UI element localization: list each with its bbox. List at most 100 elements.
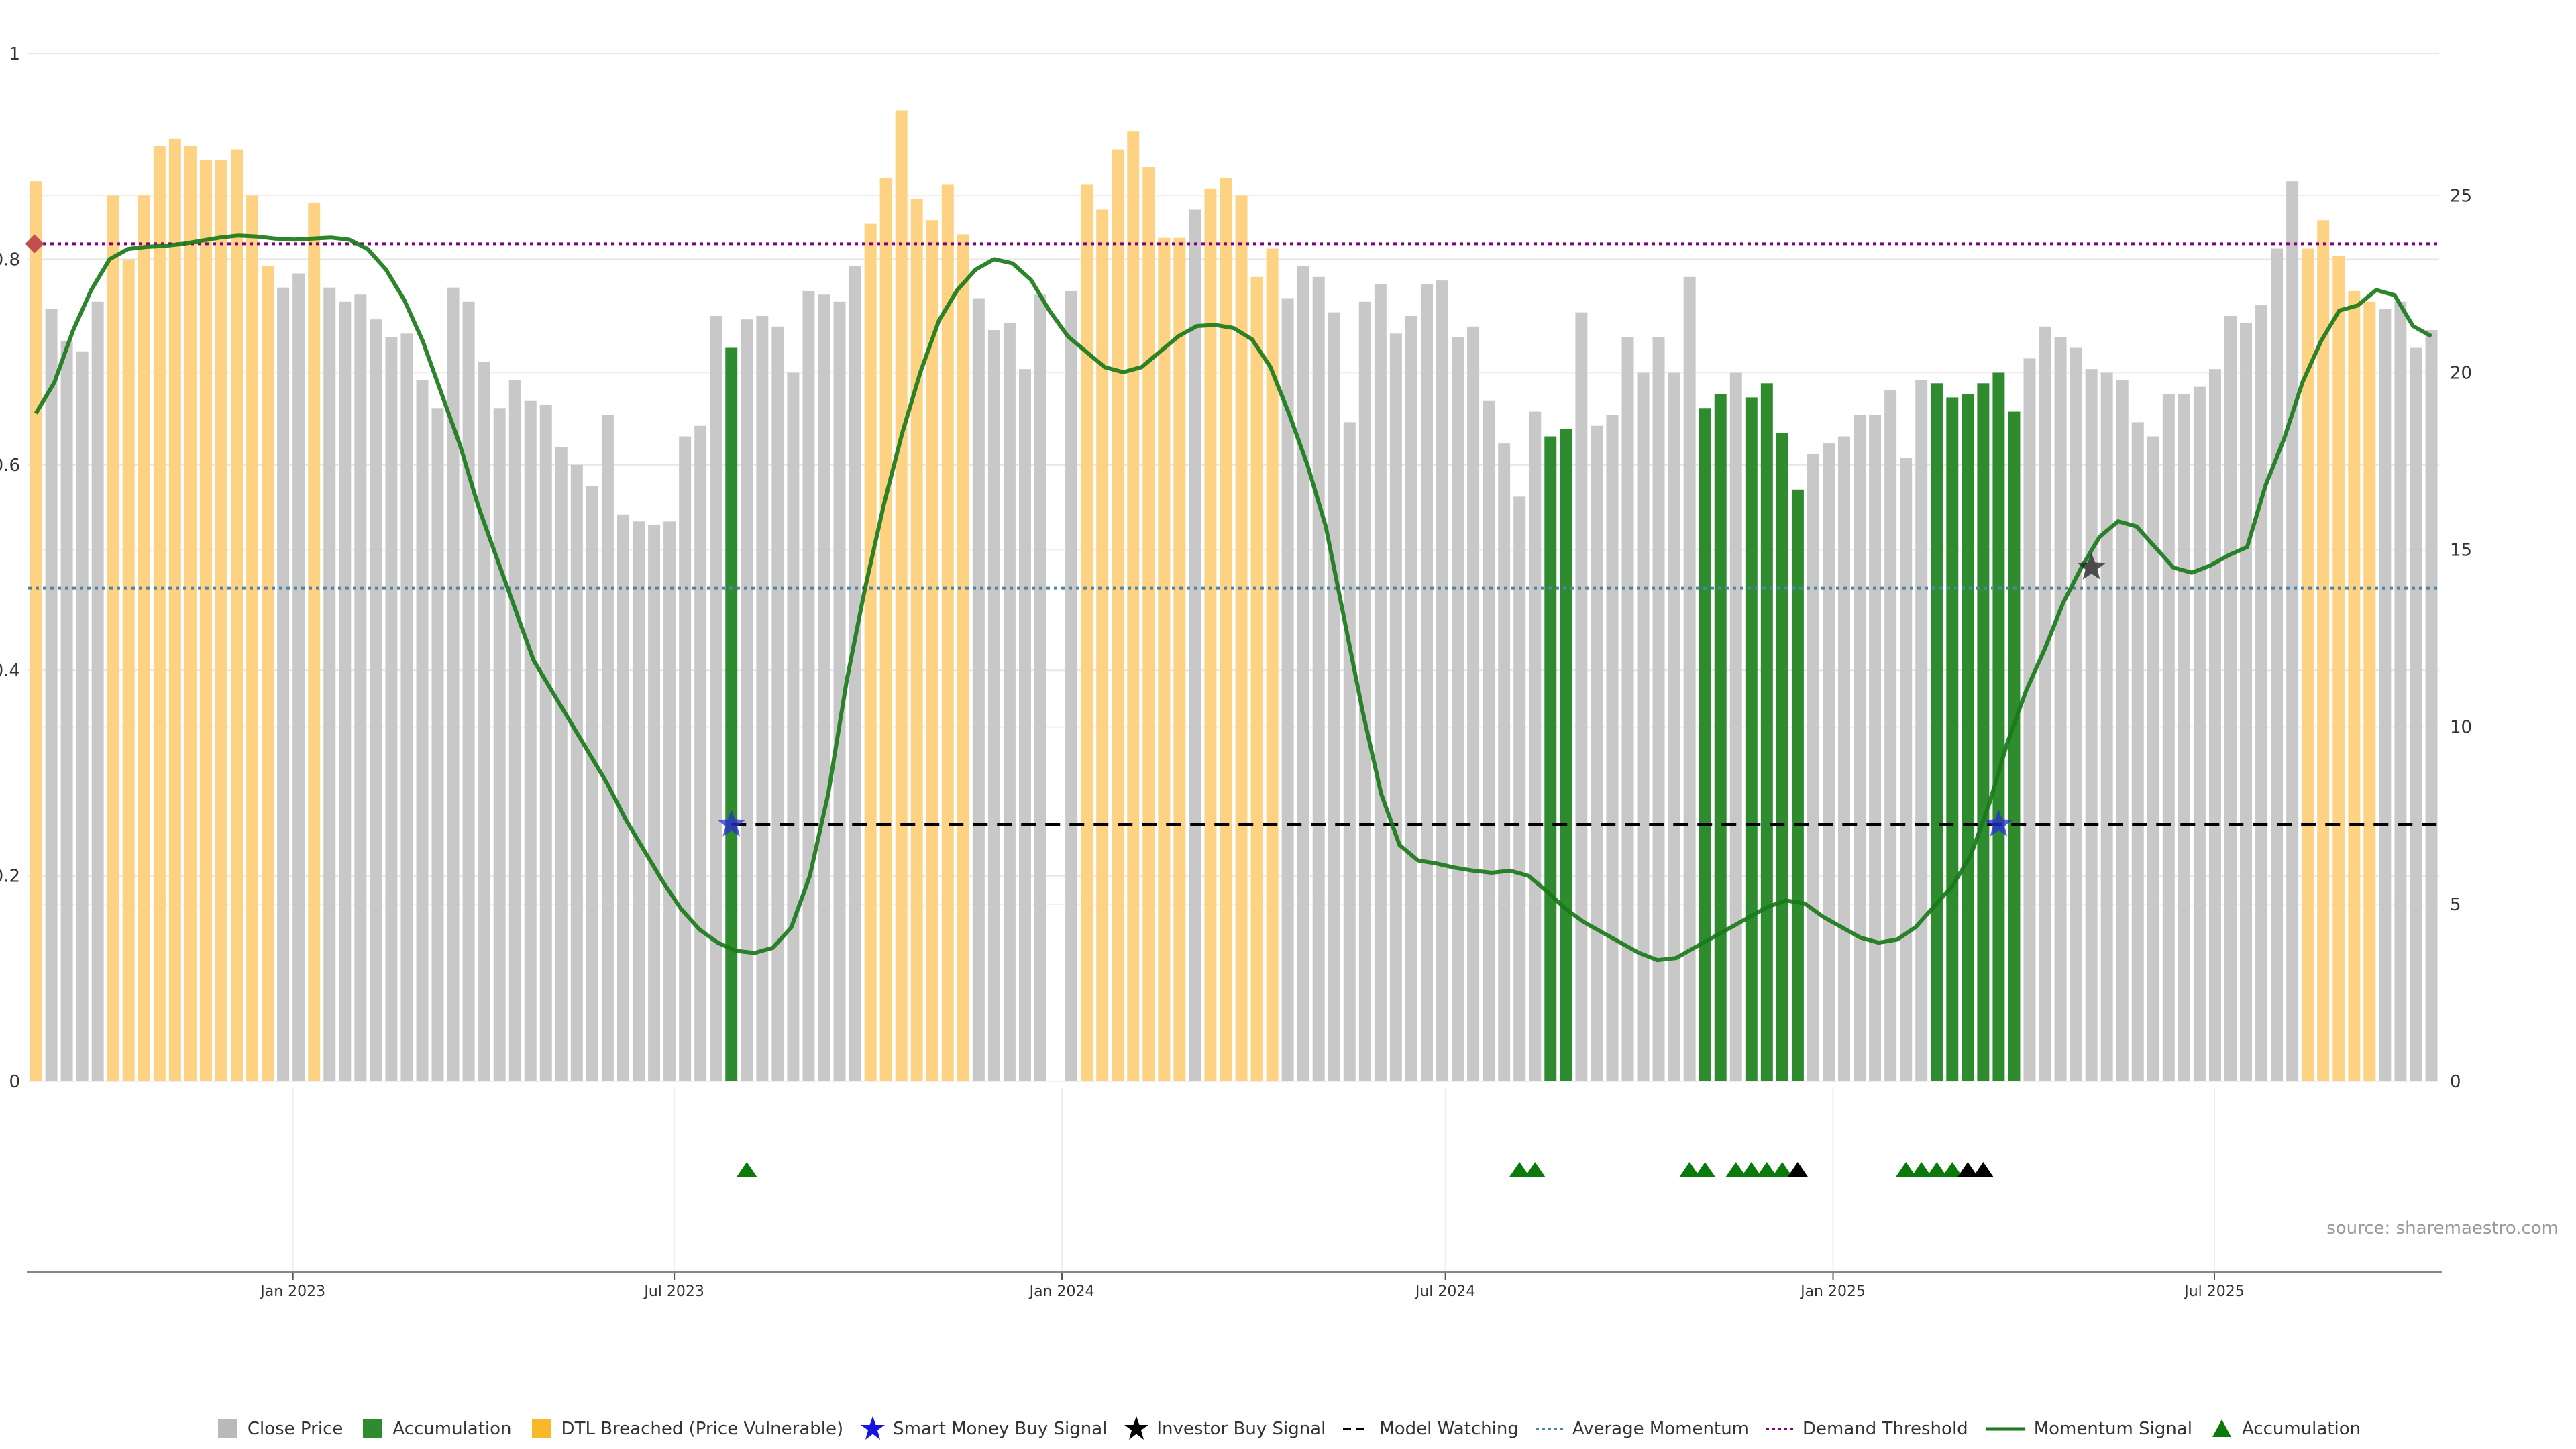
close-price-bar (710, 315, 722, 1082)
legend-item-avg: Average Momentum (1536, 1415, 1749, 1442)
x-tick-label: Jul 2023 (643, 1283, 704, 1300)
legend-label: Model Watching (1379, 1419, 1519, 1439)
demand-threshold-diamond (25, 234, 44, 254)
legend-swatch-smart (861, 1416, 885, 1440)
close-price-bar (833, 301, 846, 1081)
dtl-breached-bar (138, 195, 150, 1082)
accumulation-triangle (1911, 1162, 1932, 1177)
close-price-bar (663, 521, 676, 1081)
close-price-bar (2394, 301, 2407, 1081)
dtl-breached-bar (1250, 276, 1263, 1082)
dtl-breached-bar (2332, 256, 2345, 1082)
y-right-tick-label: 5 (2450, 895, 2461, 915)
legend-swatch-close (217, 1419, 237, 1438)
investor-triangle (1957, 1162, 1978, 1177)
dtl-breached-bar (941, 184, 954, 1082)
close-price-bar (292, 273, 305, 1082)
legend-swatch-investor (1124, 1416, 1149, 1440)
close-price-bar (1869, 415, 1882, 1081)
close-price-bar (1452, 337, 1464, 1081)
source-note: source: sharemaestro.com (2326, 1218, 2559, 1238)
x-tick-label: Jan 2023 (259, 1283, 325, 1300)
close-price-bar (339, 301, 352, 1081)
close-price-bar (1498, 443, 1511, 1081)
close-price-bar (524, 400, 537, 1081)
close-price-bar (1591, 425, 1603, 1081)
close-price-bar (2131, 422, 2144, 1081)
dtl-breached-bar (1096, 209, 1109, 1081)
accumulation-bar (1931, 383, 1943, 1081)
close-price-bar (478, 362, 490, 1081)
close-price-bar (1034, 294, 1047, 1082)
smart-money-buy-star (717, 810, 746, 837)
close-price-bar (45, 309, 58, 1081)
close-price-bar (1389, 333, 1402, 1082)
close-price-bar (2178, 394, 2190, 1082)
close-price-bar (76, 351, 89, 1081)
x-tick-label: Jan 2024 (1028, 1283, 1095, 1300)
accumulation-bar (1760, 383, 1773, 1081)
y-left-tick-label: 1 (9, 44, 20, 64)
dtl-breached-bar (30, 181, 42, 1081)
y-right-tick-label: 0 (2450, 1072, 2461, 1092)
dtl-breached-bar (2363, 301, 2376, 1081)
y-right-tick-label: 25 (2450, 186, 2472, 206)
close-price-bar (1915, 380, 1928, 1081)
close-price-bar (1003, 323, 1016, 1082)
close-price-bar (2286, 181, 2299, 1081)
close-price-bar (2147, 436, 2159, 1081)
accumulation-bar (1745, 397, 1758, 1081)
legend-label: Smart Money Buy Signal (893, 1419, 1108, 1439)
dtl-breached-bar (122, 259, 135, 1081)
smart-money-buy-star (1984, 810, 2013, 837)
x-tick-label: Jul 2024 (1414, 1283, 1476, 1300)
accumulation-triangle (1725, 1162, 1746, 1177)
y-right-tick-label: 15 (2450, 541, 2472, 561)
legend-label: DTL Breached (Price Vulnerable) (561, 1419, 844, 1439)
y-left-tick-label: 0.6 (0, 455, 20, 476)
accumulation-bar (1544, 436, 1557, 1081)
close-price-bar (1900, 458, 1913, 1081)
legend-item-accum: Accumulation (360, 1415, 512, 1442)
close-price-bar (400, 333, 413, 1082)
y-left-tick-label: 0.8 (0, 250, 20, 270)
close-price-bar (2023, 358, 2036, 1081)
close-price-bar (1297, 266, 1309, 1081)
reference-lines (28, 242, 2439, 826)
close-price-bar (2116, 380, 2129, 1081)
close-price-bar (633, 521, 645, 1081)
close-price-bar (756, 315, 769, 1082)
dtl-breached-bar (879, 177, 892, 1082)
close-price-bar (802, 290, 815, 1081)
close-price-bar (416, 380, 429, 1081)
accumulation-bar (1977, 383, 1990, 1081)
dtl-breached-bar (246, 195, 259, 1082)
accumulation-bar (1946, 397, 1959, 1081)
close-price-bar (323, 287, 336, 1081)
close-price-bar (508, 380, 521, 1081)
legend: Close Price Accumulation DTL Breached (Pri… (0, 1414, 2576, 1444)
grid-lines (28, 53, 2439, 1272)
close-price-bar (431, 408, 444, 1081)
close-price-bar (2039, 326, 2051, 1081)
close-price-bar (1683, 276, 1696, 1082)
close-price-bar (972, 298, 985, 1081)
dtl-breached-bar (308, 202, 321, 1081)
close-price-bar (2224, 315, 2237, 1082)
close-price-bar (2085, 369, 2098, 1081)
accumulation-bar (1560, 429, 1572, 1081)
accumulation-bar (1962, 394, 1974, 1082)
legend-label: Close Price (247, 1419, 343, 1439)
close-price-bar (1328, 312, 1340, 1082)
legend-item-close: Close Price (215, 1415, 343, 1442)
close-price-bar (60, 340, 73, 1081)
close-price-bar (277, 287, 290, 1081)
close-price-bar (1575, 312, 1588, 1082)
accumulation-triangle (1927, 1162, 1947, 1177)
legend-swatch-demand (1766, 1428, 1794, 1430)
legend-item-accum-tri: Accumulation (2210, 1415, 2361, 1442)
close-price-bar (1436, 280, 1449, 1081)
close-price-bar (2193, 386, 2206, 1081)
x-tick-label: Jan 2025 (1799, 1283, 1866, 1300)
dtl-breached-bar (1127, 131, 1140, 1081)
